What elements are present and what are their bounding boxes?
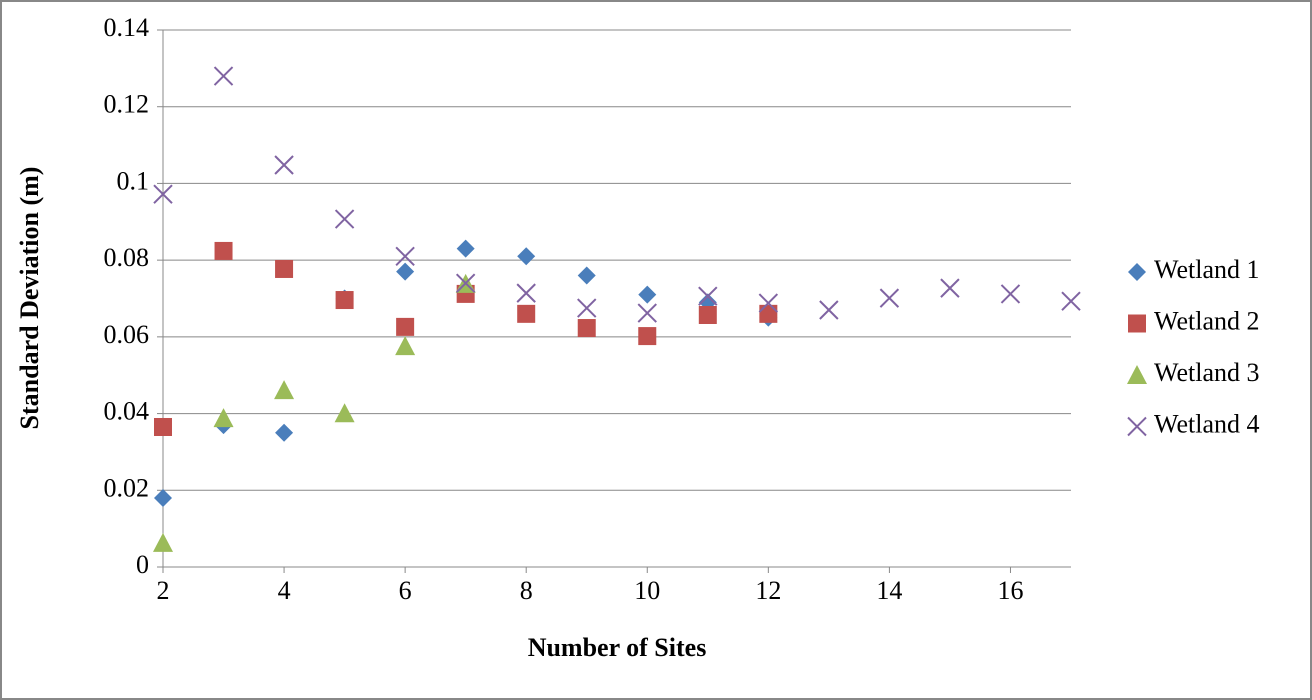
legend-label: Wetland 2	[1154, 306, 1260, 335]
legend-marker	[1127, 416, 1147, 437]
scatter-point	[214, 241, 233, 260]
scatter-point	[638, 285, 657, 304]
scatter-point	[517, 304, 536, 323]
legend-marker	[1128, 263, 1146, 281]
scatter-point	[1061, 291, 1081, 311]
scatter-point	[637, 303, 657, 323]
x-tick-label: 12	[755, 576, 781, 605]
scatter-point	[213, 66, 234, 86]
scatter-point	[396, 262, 415, 281]
scatter-point	[153, 532, 173, 552]
y-tick-label: 0.08	[104, 243, 150, 272]
y-tick-label: 0	[136, 550, 149, 579]
scatter-point	[334, 403, 355, 423]
scatter-point	[275, 259, 294, 278]
y-tick-label: 0.14	[104, 13, 150, 42]
x-tick-label: 8	[520, 576, 533, 605]
scatter-point	[1000, 284, 1021, 304]
scatter-point	[577, 266, 596, 285]
x-tick-label: 14	[876, 576, 902, 605]
x-tick-label: 16	[997, 576, 1023, 605]
scatter-point	[153, 184, 173, 204]
scatter-point	[395, 246, 415, 267]
scatter-point	[396, 317, 415, 336]
x-tick-label: 6	[399, 576, 412, 605]
scatter-point	[274, 380, 295, 400]
legend-marker	[1128, 314, 1146, 333]
scatter-point	[334, 209, 355, 229]
y-tick-label: 0.1	[117, 166, 150, 195]
scatter-point	[213, 408, 234, 428]
y-tick-label: 0.02	[104, 473, 150, 502]
scatter-point	[455, 273, 476, 293]
scatter-point	[335, 291, 354, 310]
scatter-point	[577, 298, 597, 318]
y-tick-label: 0.06	[104, 320, 150, 349]
y-tick-label: 0.04	[104, 397, 150, 426]
scatter-point	[395, 336, 416, 356]
legend-label: Wetland 3	[1154, 358, 1260, 387]
x-tick-label: 4	[278, 576, 291, 605]
scatter-point	[577, 319, 596, 338]
scatter-point	[759, 304, 778, 323]
scatter-point	[275, 423, 294, 442]
y-tick-label: 0.12	[104, 90, 150, 119]
y-axis-title: Standard Deviation (m)	[15, 167, 44, 430]
scatter-point	[154, 417, 172, 436]
scatter-point	[456, 239, 475, 258]
scatter-point	[638, 327, 657, 346]
scatter-point	[517, 247, 536, 266]
legend-label: Wetland 4	[1154, 409, 1260, 438]
x-tick-label: 2	[157, 576, 170, 605]
scatter-point	[698, 286, 718, 306]
scatter-point	[758, 293, 779, 313]
scatter-point	[274, 155, 294, 175]
scatter-point	[154, 488, 172, 507]
scatter-point	[698, 305, 717, 324]
scatter-point	[819, 300, 839, 320]
legend-label: Wetland 1	[1154, 255, 1260, 284]
scatter-point	[879, 288, 900, 308]
scatter-point	[516, 283, 536, 303]
x-axis-title: Number of Sites	[528, 633, 707, 662]
x-tick-label: 10	[634, 576, 660, 605]
scatter-point	[940, 278, 960, 298]
legend-marker	[1127, 365, 1147, 384]
